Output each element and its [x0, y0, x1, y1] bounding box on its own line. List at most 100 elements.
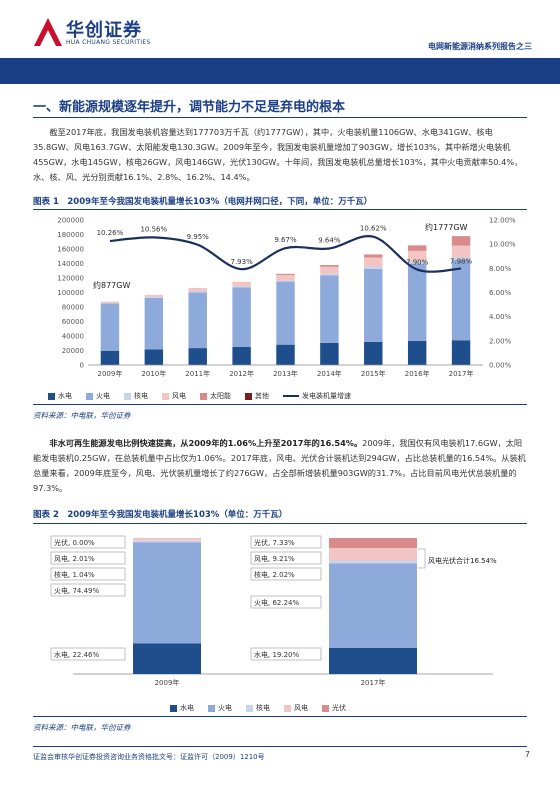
bar-segment	[100, 301, 120, 303]
legend-item: 风电	[284, 703, 308, 713]
bar-segment	[100, 350, 120, 365]
legend-swatch	[162, 392, 169, 400]
legend-label: 风电	[172, 392, 186, 400]
bar-segment	[451, 236, 471, 246]
figure2-title: 图表 2 2009年至今我国发电装机量增长103%（单位：万千瓦）	[33, 510, 288, 520]
combined-label: 风电光伏合计16.54%	[428, 556, 497, 565]
data-label-box	[50, 583, 126, 597]
legend-label: 火电	[96, 392, 110, 400]
data-label-box	[50, 647, 126, 661]
bar-segment	[364, 266, 383, 269]
data-label: 光伏, 7.33%	[254, 538, 295, 547]
bar-segment	[364, 254, 383, 258]
growth-data-label: 9.64%	[318, 237, 341, 245]
legend-label: 水电	[58, 392, 72, 400]
x-tick-label: 2015年	[361, 369, 386, 378]
legend-swatch	[322, 704, 329, 712]
legend-item: 光伏	[322, 703, 346, 713]
bar-segment	[144, 297, 164, 350]
figure1-chart: 0 20000 40000 60000 80000 100000 120000 140000 1…	[57, 217, 516, 379]
data-label: 火电, 74.49%	[54, 586, 99, 595]
data-label: 核电, 2.02%	[254, 570, 295, 579]
footer-license: 证监会审核华创证券投资咨询业务资格批文号：证监许可（2009）1210号	[33, 753, 265, 761]
legend-item: 核电	[124, 391, 148, 401]
footer-divider	[33, 746, 527, 747]
x-tick-label: 2014年	[317, 369, 342, 378]
figure2-source: 资料来源：中电联，华创证券	[33, 723, 131, 732]
data-label: 水电, 22.46%	[54, 650, 99, 659]
bar-segment	[329, 560, 417, 564]
x-tick-label: 2009年	[155, 678, 180, 687]
bar-segment	[144, 297, 164, 298]
data-label-box	[250, 567, 322, 581]
bar-segment	[188, 292, 207, 349]
bar-segment	[276, 281, 295, 345]
legend-swatch	[86, 392, 93, 400]
section-divider	[33, 117, 527, 118]
bar-segment	[407, 261, 427, 265]
legend-item: 核电	[246, 703, 270, 713]
x-tick-label: 2009年	[98, 369, 123, 378]
legend-item: 火电	[86, 391, 110, 401]
legend-swatch	[208, 704, 215, 712]
y-tick-label: 160000	[57, 246, 84, 254]
bar-segment	[407, 264, 427, 341]
y2-tick-label: 6.00%	[489, 289, 512, 297]
data-label-box	[250, 551, 322, 565]
bar-segment	[188, 348, 207, 365]
growth-data-label: 7.93%	[230, 258, 253, 266]
growth-data-label: 7.90%	[406, 259, 429, 267]
section-title: 一、新能源规模逐年提升，调节能力不足是弃电的根本	[33, 100, 346, 115]
legend-label: 风电	[294, 704, 308, 712]
bar-segment	[144, 294, 164, 298]
data-label: 光伏, 0.00%	[54, 538, 95, 547]
report-name: 电网新能源消纳系列报告之三	[428, 42, 532, 51]
data-label: 风电, 2.01%	[54, 554, 95, 563]
figure2-title-divider	[33, 523, 527, 524]
bar-segment	[451, 245, 471, 258]
annotation-2009: 约877GW	[93, 280, 130, 290]
legend-label: 核电	[134, 392, 148, 400]
x-tick-label: 2013年	[273, 369, 298, 378]
data-label-box	[250, 647, 322, 661]
legend-item: 火电	[208, 703, 232, 713]
bar-segment	[320, 265, 339, 267]
growth-data-label: 9.67%	[274, 236, 297, 244]
bar-segment	[329, 547, 417, 561]
growth-line	[109, 235, 462, 273]
y-tick-label: 140000	[57, 260, 84, 268]
growth-data-label: 10.56%	[140, 225, 167, 233]
figure1-bottom-divider	[33, 404, 527, 405]
y2-tick-label: 12.00%	[489, 217, 516, 225]
paragraph-2-body: 2009年，我国仅有风电装机17.6GW，太阳能发电装机0.25GW，在总装机量…	[33, 438, 526, 493]
bar-segment	[276, 344, 295, 365]
legend-swatch	[124, 392, 131, 400]
legend-item: 太阳能	[200, 391, 231, 401]
y-tick-label: 40000	[62, 333, 84, 341]
bar-segment	[133, 538, 201, 541]
legend-swatch	[245, 392, 252, 400]
y-tick-label: 20000	[62, 347, 84, 355]
bar-segment	[329, 563, 417, 648]
figure1-title: 图表 1 2009年至今我国发电装机量增长103%（电网并网口径，下同，单位：万…	[33, 197, 373, 207]
legend-swatch	[48, 392, 55, 400]
y2-tick-label: 4.00%	[489, 313, 512, 321]
legend-label: 火电	[218, 704, 232, 712]
bar-segment	[364, 257, 383, 267]
figure1-legend: 水电 火电 核电 风电 太阳能 其他 发电装机量增速	[48, 391, 351, 401]
legend-item: 水电	[48, 391, 72, 401]
bar-segment	[407, 340, 427, 365]
data-label: 风电, 9.21%	[254, 554, 295, 563]
legend-label: 核电	[256, 704, 270, 712]
data-label-box	[50, 551, 126, 565]
bar-segment	[364, 341, 383, 365]
paragraph-2-highlight: 非水可再生能源发电比例快速提高，从2009年的1.06%上升至2017年的16.…	[49, 438, 363, 448]
y-tick-label: 100000	[57, 289, 84, 297]
bar-segment	[320, 275, 339, 343]
bar-segment	[320, 273, 339, 276]
figure1-title-divider	[33, 209, 527, 210]
bar-segment	[133, 540, 201, 543]
x-tick-label: 2017年	[361, 678, 386, 687]
bar-segment	[133, 542, 201, 644]
y-tick-label: 0	[80, 362, 84, 370]
